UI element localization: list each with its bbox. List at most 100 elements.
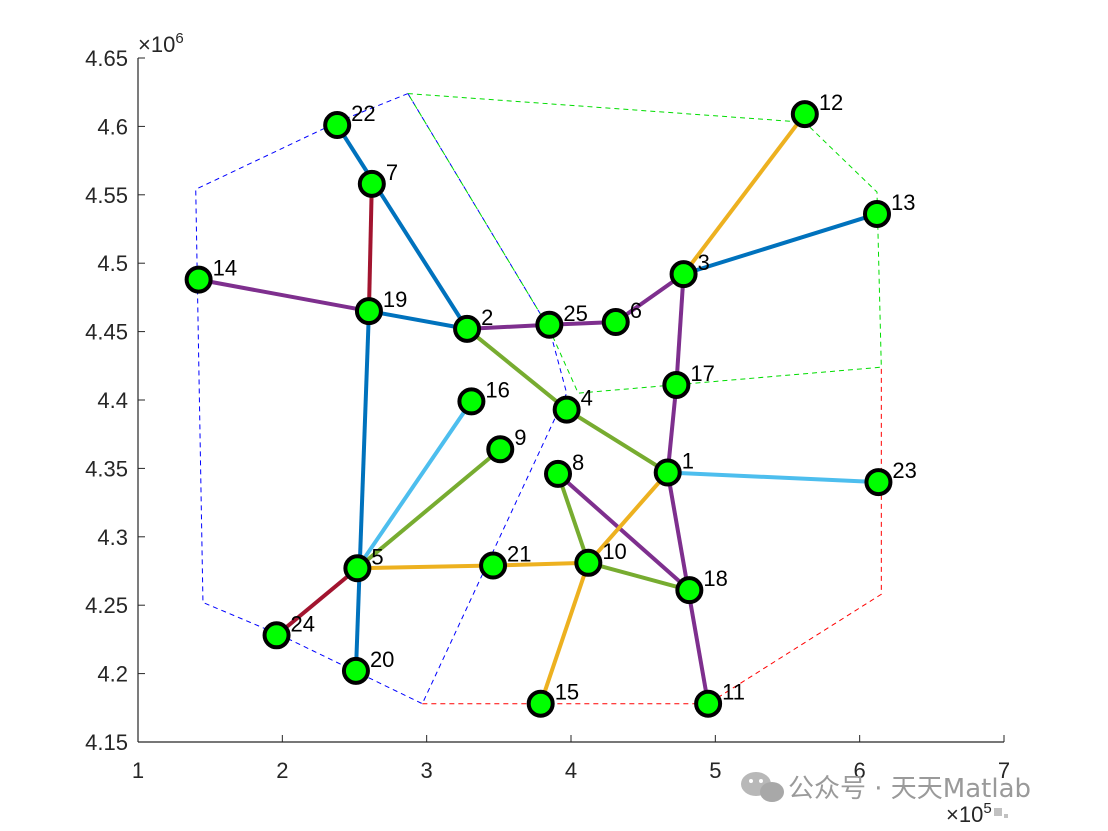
edge-19-20 bbox=[353, 311, 371, 671]
node-label-20: 20 bbox=[370, 647, 394, 672]
x-tick-label: 7 bbox=[998, 758, 1010, 783]
node-label-19: 19 bbox=[383, 287, 407, 312]
x-tick-label: 6 bbox=[854, 758, 866, 783]
edge-1-23 bbox=[667, 470, 879, 485]
x-exponent-label: ×105 bbox=[946, 800, 992, 827]
edge-10-1 bbox=[586, 471, 670, 565]
node-6 bbox=[601, 308, 630, 337]
node-label-5: 5 bbox=[371, 544, 383, 569]
node-label-8: 8 bbox=[572, 450, 584, 475]
node-label-12: 12 bbox=[819, 90, 843, 115]
node-24 bbox=[262, 621, 291, 650]
node-18 bbox=[675, 576, 704, 605]
node-9 bbox=[486, 435, 515, 464]
node-label-16: 16 bbox=[485, 377, 509, 402]
node-21 bbox=[479, 551, 508, 580]
y-tick-label: 4.65 bbox=[85, 46, 128, 71]
edge-14-19 bbox=[198, 277, 370, 314]
node-label-3: 3 bbox=[698, 250, 710, 275]
x-tick-label: 4 bbox=[565, 758, 577, 783]
node-label-4: 4 bbox=[581, 386, 593, 411]
node-label-13: 13 bbox=[891, 190, 915, 215]
node-7 bbox=[357, 169, 386, 198]
edge-8-18 bbox=[556, 472, 691, 592]
node-8 bbox=[544, 459, 573, 488]
axis-ticks: 1 2 3 4 5 6 74.154.24.254.34.354.44.454.54.554… bbox=[85, 46, 1010, 783]
node-label-1: 1 bbox=[682, 449, 694, 474]
node-3 bbox=[669, 260, 698, 289]
node-label-23: 23 bbox=[892, 458, 916, 483]
edge-21-10 bbox=[493, 560, 589, 568]
edge-2-4 bbox=[465, 327, 568, 412]
y-tick-label: 4.3 bbox=[97, 525, 128, 550]
node-label-22: 22 bbox=[351, 101, 375, 126]
edge-10-18 bbox=[587, 560, 690, 593]
node-label-24: 24 bbox=[291, 611, 315, 636]
node-16 bbox=[457, 387, 486, 416]
x-tick-label: 3 bbox=[421, 758, 433, 783]
node-label-9: 9 bbox=[514, 425, 526, 450]
node-label-2: 2 bbox=[481, 305, 493, 330]
network-nodes bbox=[184, 100, 893, 718]
node-label-25: 25 bbox=[563, 301, 587, 326]
watermark: 公众号 · 天天Matlab bbox=[741, 772, 1031, 804]
y-tick-label: 4.35 bbox=[85, 456, 128, 481]
node-1 bbox=[653, 458, 682, 487]
edge-3-12 bbox=[681, 112, 807, 276]
edge-7-19 bbox=[366, 183, 374, 312]
edge-8-10 bbox=[556, 473, 591, 564]
node-label-14: 14 bbox=[213, 256, 237, 281]
edge-5-24 bbox=[275, 566, 359, 637]
qr-overlay-icon bbox=[994, 808, 1008, 818]
node-4 bbox=[552, 395, 581, 424]
node-10 bbox=[574, 548, 603, 577]
node-25 bbox=[535, 310, 564, 339]
node-5 bbox=[343, 554, 372, 583]
node-11 bbox=[694, 689, 723, 718]
x-tick-label: 1 bbox=[132, 758, 144, 783]
node-label-10: 10 bbox=[602, 539, 626, 564]
y-tick-label: 4.25 bbox=[85, 593, 128, 618]
y-tick-label: 4.2 bbox=[97, 662, 128, 687]
y-exponent-power: 6 bbox=[175, 30, 183, 47]
y-tick-label: 4.15 bbox=[85, 730, 128, 755]
edge-22-2 bbox=[335, 123, 469, 330]
x-tick-label: 2 bbox=[276, 758, 288, 783]
edge-5-21 bbox=[357, 563, 494, 571]
node-label-18: 18 bbox=[703, 566, 727, 591]
edge-9-5 bbox=[356, 447, 502, 570]
node-label-17: 17 bbox=[690, 361, 714, 386]
y-exponent-label: ×106 bbox=[138, 30, 184, 57]
node-2 bbox=[453, 314, 482, 343]
wechat-icon bbox=[741, 772, 784, 802]
node-labels: 1234567891011121314151617181920212223242… bbox=[213, 90, 917, 705]
node-12 bbox=[790, 100, 819, 129]
node-23 bbox=[864, 468, 893, 497]
y-tick-label: 4.6 bbox=[97, 114, 128, 139]
node-label-21: 21 bbox=[507, 542, 531, 567]
edge-3-17 bbox=[674, 274, 686, 386]
watermark-text: 公众号 · 天天Matlab bbox=[788, 774, 1031, 804]
node-22 bbox=[323, 111, 352, 140]
edge-4-1 bbox=[565, 407, 669, 475]
node-14 bbox=[184, 265, 213, 294]
node-19 bbox=[354, 297, 383, 326]
edge-3-13 bbox=[682, 212, 878, 277]
y-tick-label: 4.4 bbox=[97, 388, 128, 413]
y-tick-label: 4.5 bbox=[97, 251, 128, 276]
x-tick-label: 5 bbox=[709, 758, 721, 783]
edge-16-5 bbox=[355, 400, 474, 570]
node-label-7: 7 bbox=[386, 160, 398, 185]
edge-17-1 bbox=[665, 384, 679, 473]
y-tick-label: 4.55 bbox=[85, 183, 128, 208]
node-label-11: 11 bbox=[722, 680, 745, 705]
node-13 bbox=[862, 199, 891, 228]
x-exponent-power: 5 bbox=[983, 800, 991, 817]
edge-10-15 bbox=[538, 562, 591, 705]
node-20 bbox=[341, 656, 370, 685]
edge-19-2 bbox=[368, 309, 468, 331]
node-label-6: 6 bbox=[630, 298, 642, 323]
node-15 bbox=[526, 689, 555, 718]
y-tick-label: 4.45 bbox=[85, 320, 128, 345]
